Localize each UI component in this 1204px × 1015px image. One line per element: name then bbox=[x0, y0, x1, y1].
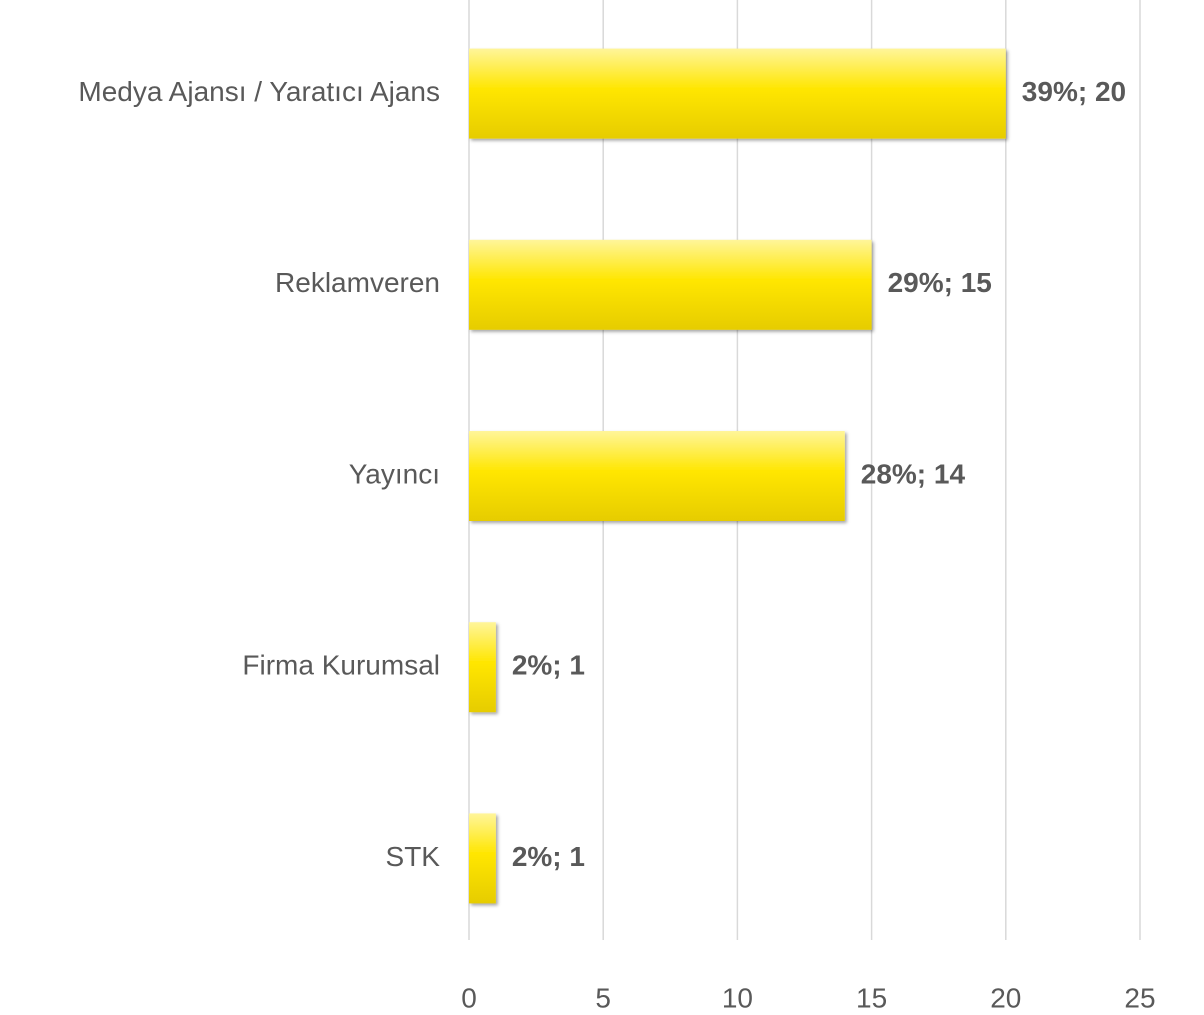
data-label: 2%; 1 bbox=[512, 650, 585, 681]
x-tick-label: 25 bbox=[1124, 982, 1155, 1013]
y-tick-label: Yayıncı bbox=[349, 458, 440, 489]
bar bbox=[469, 622, 496, 713]
y-tick-label: Reklamveren bbox=[275, 267, 440, 298]
data-label: 39%; 20 bbox=[1022, 76, 1126, 107]
y-tick-label: Medya Ajansı / Yaratıcı Ajans bbox=[78, 76, 440, 107]
x-tick-label: 20 bbox=[990, 982, 1021, 1013]
bar bbox=[469, 813, 496, 904]
data-label: 2%; 1 bbox=[512, 841, 585, 872]
x-tick-label: 10 bbox=[722, 982, 753, 1013]
data-label: 28%; 14 bbox=[861, 458, 966, 489]
x-tick-label: 15 bbox=[856, 982, 887, 1013]
bar bbox=[469, 431, 845, 521]
x-tick-label: 0 bbox=[461, 982, 477, 1013]
x-tick-label: 5 bbox=[595, 982, 611, 1013]
y-tick-label: STK bbox=[386, 841, 441, 872]
y-tick-label: Firma Kurumsal bbox=[242, 650, 440, 681]
data-label: 29%; 15 bbox=[888, 267, 992, 298]
bar bbox=[469, 48, 1006, 139]
bar bbox=[469, 239, 872, 330]
